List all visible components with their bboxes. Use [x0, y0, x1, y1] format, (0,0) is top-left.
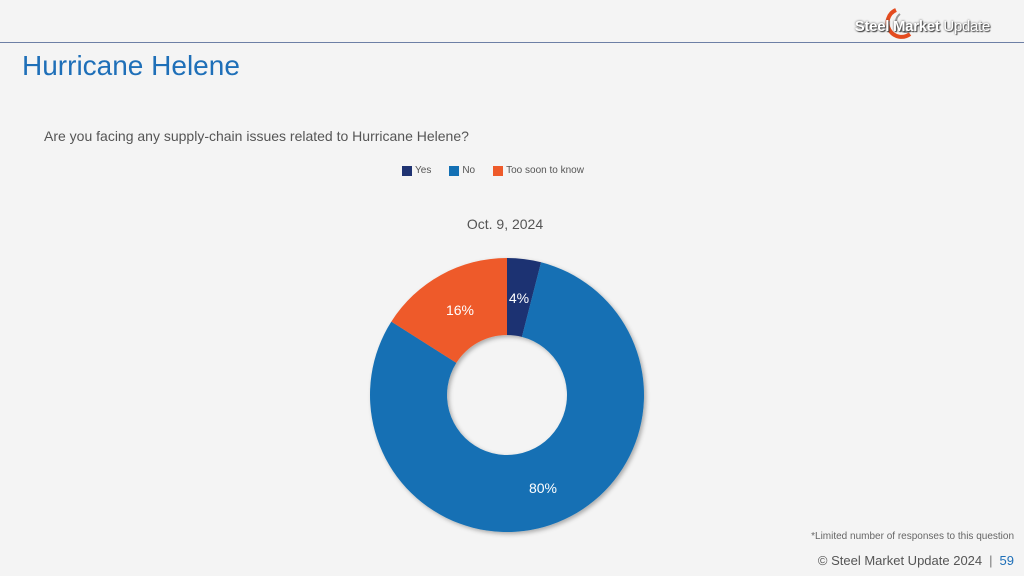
- chart-legend: Yes No Too soon to know: [402, 165, 584, 176]
- footnote: *Limited number of responses to this que…: [811, 531, 1014, 542]
- slice-label-yes: 4%: [509, 290, 529, 306]
- brand-logo: Steel Market Update: [855, 4, 1010, 40]
- footer-separator: |: [989, 553, 993, 568]
- logo-wordmark: Steel Market Update: [854, 18, 991, 35]
- legend-label-yes: Yes: [415, 165, 432, 176]
- donut-slice-no: [370, 262, 645, 532]
- legend-item-no: No: [449, 165, 475, 176]
- logo-swoosh-icon: [885, 8, 913, 39]
- survey-question: Are you facing any supply-chain issues r…: [44, 128, 469, 144]
- legend-item-too-soon: Too soon to know: [493, 165, 584, 176]
- legend-swatch-yes: [402, 165, 412, 176]
- donut-slice-too-soon: [391, 258, 507, 363]
- copyright-text: © Steel Market Update 2024: [817, 553, 983, 568]
- legend-swatch-no: [449, 165, 460, 176]
- legend-item-yes: Yes: [402, 165, 431, 176]
- legend-swatch-too-soon: [493, 165, 504, 176]
- footer: © Steel Market Update 2024 | 59: [818, 553, 1014, 568]
- chart-title: Oct. 9, 2024: [467, 216, 543, 232]
- page-number: 59: [999, 553, 1014, 568]
- slice-label-no: 80%: [529, 480, 557, 496]
- legend-label-no: No: [462, 165, 476, 176]
- donut-slice-yes: [507, 258, 542, 337]
- header-divider: [0, 42, 1024, 43]
- page-title: Hurricane Helene: [22, 50, 240, 81]
- slice-label-too-soon: 16%: [446, 302, 474, 318]
- legend-label-too-soon: Too soon to know: [506, 165, 584, 176]
